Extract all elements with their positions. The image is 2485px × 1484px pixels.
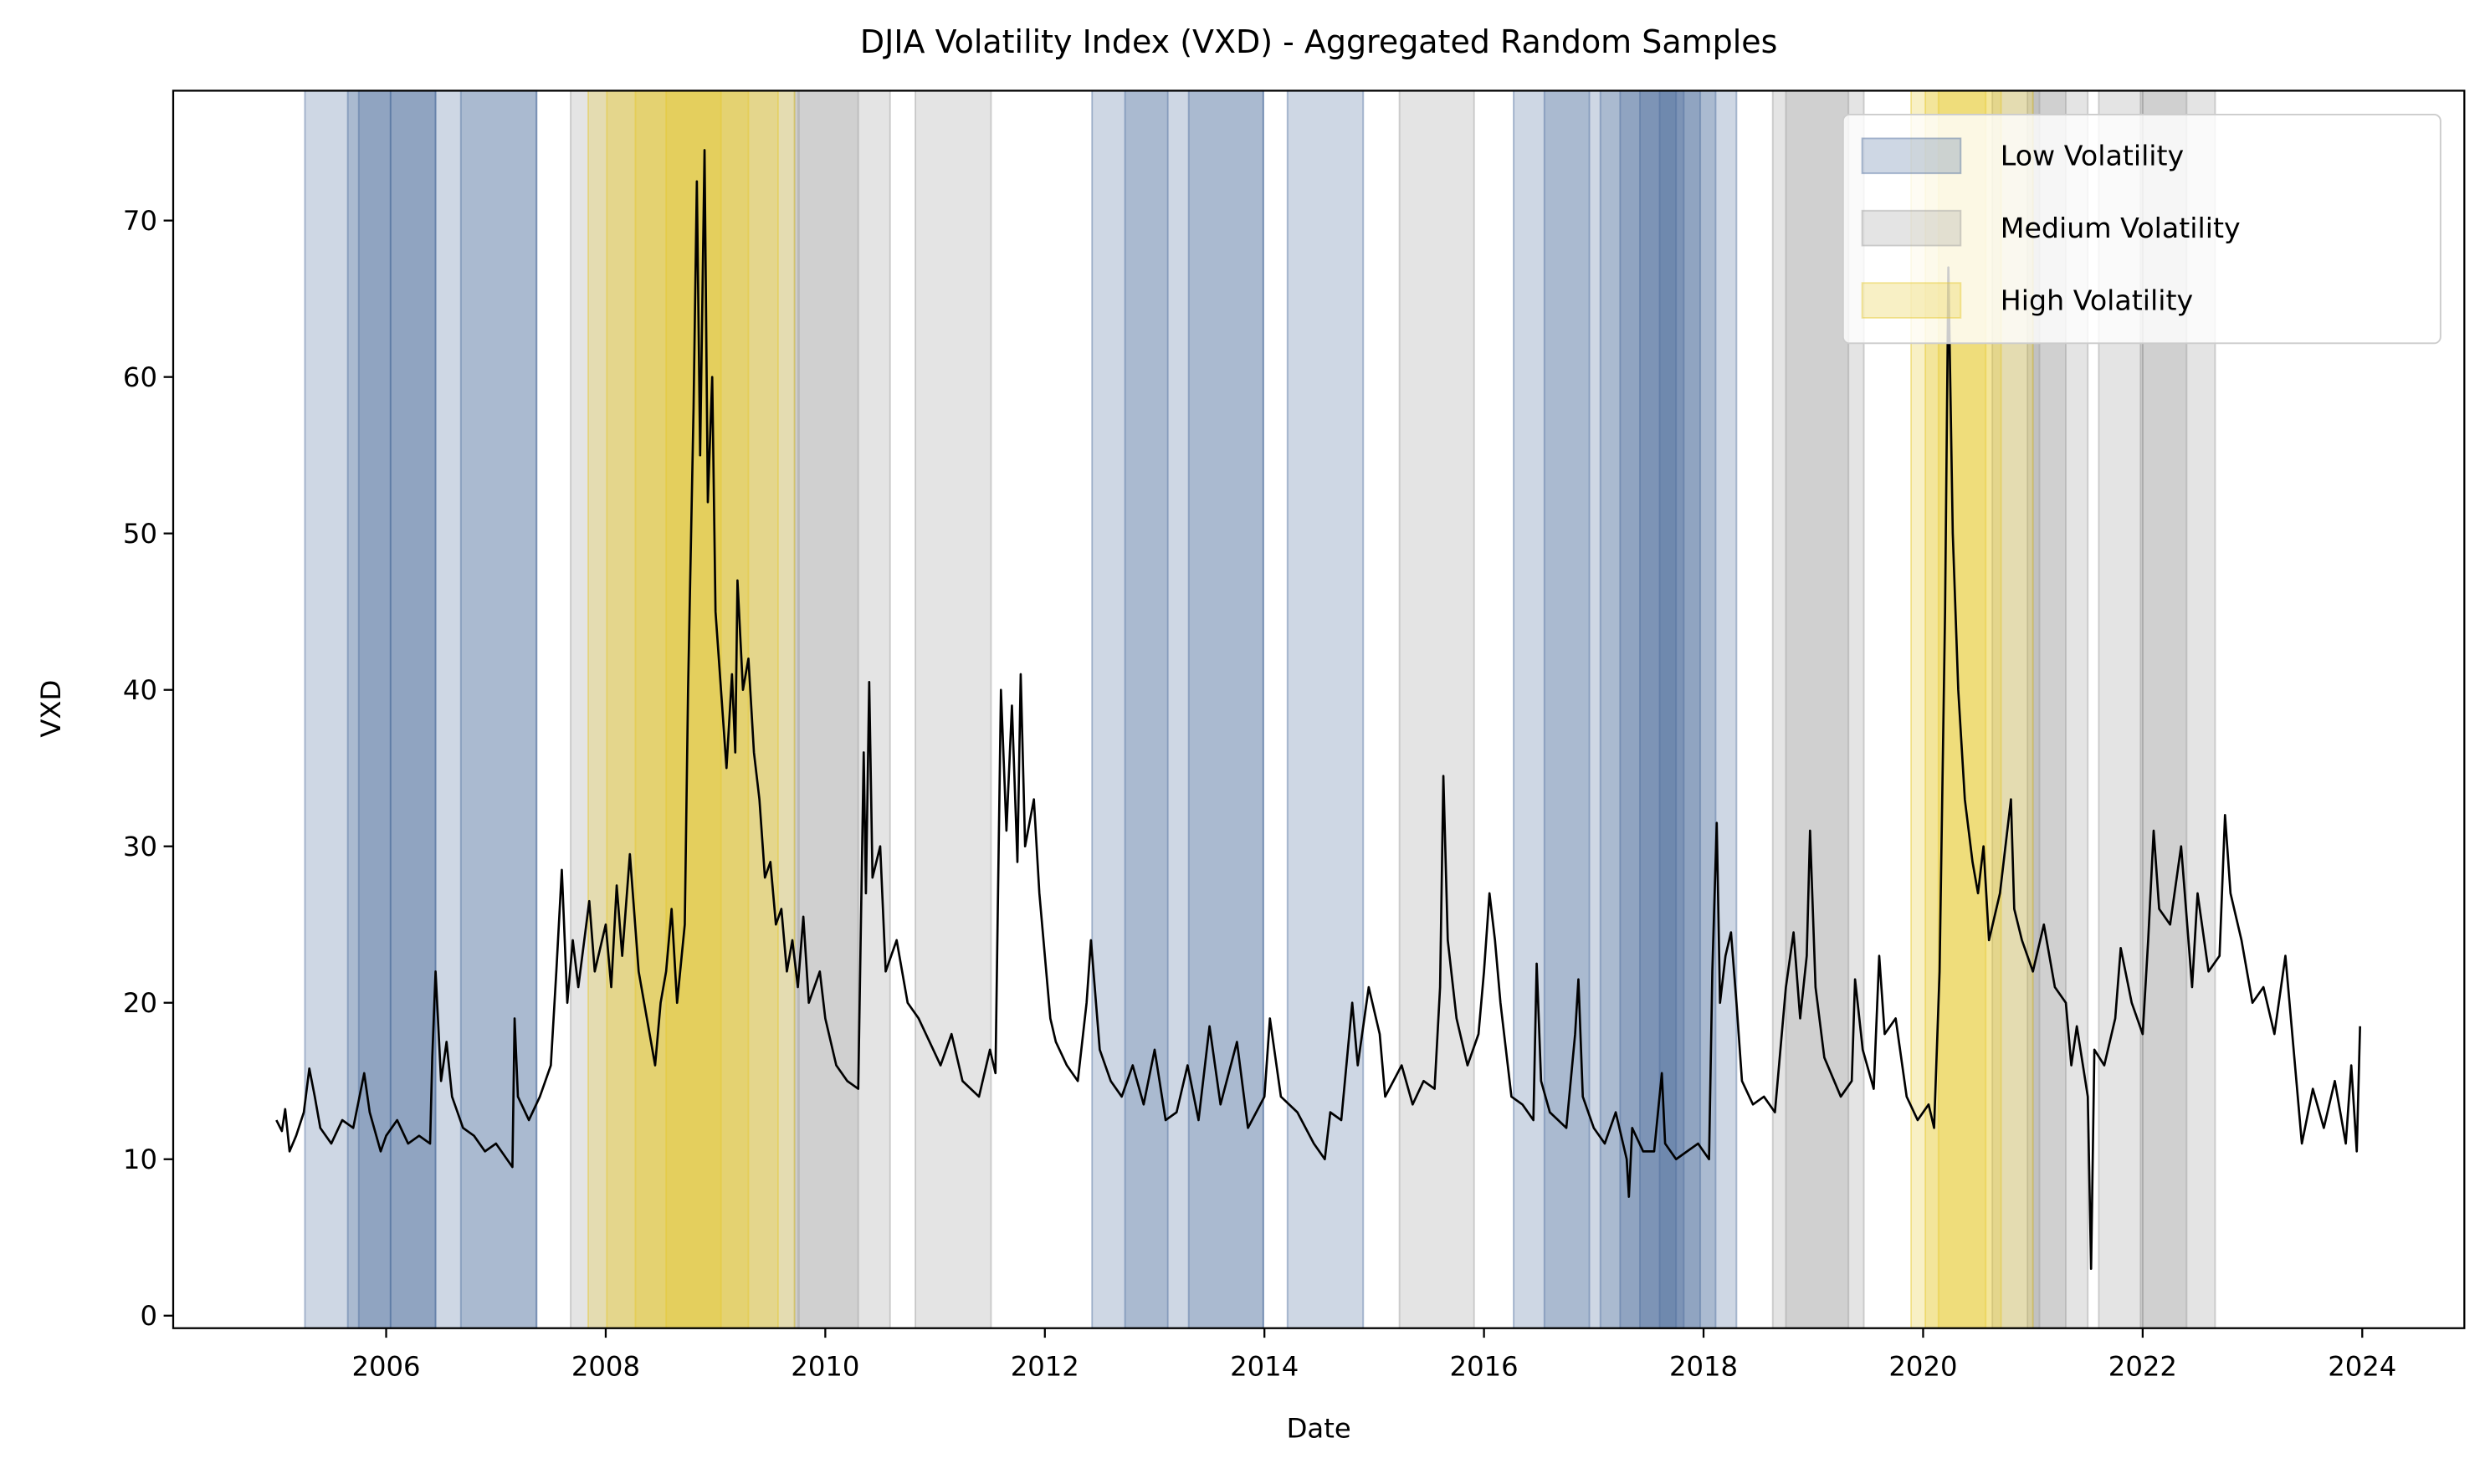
y-tick-label: 50 <box>123 518 157 550</box>
volatility-span <box>587 90 796 1329</box>
volatility-span <box>1543 90 1591 1329</box>
volatility-span <box>570 90 799 1329</box>
volatility-span <box>797 90 859 1329</box>
volatility-span <box>665 90 722 1329</box>
y-tick-label: 0 <box>140 1300 157 1332</box>
x-tick-label: 2006 <box>351 1351 420 1383</box>
legend-swatch <box>1861 282 1962 319</box>
y-tick-label: 30 <box>123 831 157 862</box>
volatility-span <box>1286 90 1365 1329</box>
line-layer <box>275 149 2361 1270</box>
volatility-span <box>1124 90 1169 1329</box>
legend-label: Medium Volatility <box>2001 212 2241 244</box>
volatility-span <box>1187 90 1264 1329</box>
x-tick-label: 2018 <box>1669 1351 1738 1383</box>
y-tick-label: 60 <box>123 361 157 393</box>
x-tick-label: 2020 <box>1888 1351 1957 1383</box>
volatility-span <box>1658 90 1678 1329</box>
volatility-span <box>793 90 891 1329</box>
x-tick-label: 2008 <box>571 1351 640 1383</box>
volatility-span <box>1785 90 1850 1329</box>
volatility-span <box>1091 90 1264 1329</box>
volatility-span <box>1619 90 1702 1329</box>
y-tick-label: 70 <box>123 205 157 237</box>
legend-swatch <box>1861 137 1962 175</box>
x-tick-label: 2014 <box>1230 1351 1299 1383</box>
chart-title: DJIA Volatility Index (VXD) - Aggregated… <box>860 23 1777 60</box>
volatility-span <box>346 90 437 1329</box>
x-axis-label: Date <box>1287 1413 1351 1445</box>
volatility-span <box>915 90 992 1329</box>
x-tick-label: 2022 <box>2108 1351 2177 1383</box>
legend-swatch <box>1861 209 1962 247</box>
volatility-span <box>357 90 392 1329</box>
plot-frame <box>172 90 2466 1329</box>
y-tick-label: 40 <box>123 674 157 706</box>
vxd-line <box>275 149 2361 1270</box>
legend-label: High Volatility <box>2001 284 2193 316</box>
tick-layer: 2006 2008 2010 2012 2014 2016 2018 2020 2022 2024… <box>123 205 2396 1383</box>
y-tick-label: 10 <box>123 1144 157 1175</box>
x-tick-label: 2012 <box>1011 1351 1079 1383</box>
x-tick-label: 2016 <box>1450 1351 1519 1383</box>
x-tick-label: 2024 <box>2328 1351 2396 1383</box>
legend-box <box>1842 113 2441 345</box>
volatility-span <box>459 90 538 1329</box>
x-tick-label: 2010 <box>791 1351 859 1383</box>
y-axis-label: VXD <box>35 680 67 738</box>
volatility-span <box>1398 90 1475 1329</box>
volatility-span <box>1513 90 1738 1329</box>
y-tick-label: 20 <box>123 987 157 1019</box>
volatility-span <box>606 90 779 1329</box>
legend-label: Low Volatility <box>2001 140 2184 172</box>
legend: Low Volatility Medium Volatility High Vola… <box>1842 113 2441 345</box>
